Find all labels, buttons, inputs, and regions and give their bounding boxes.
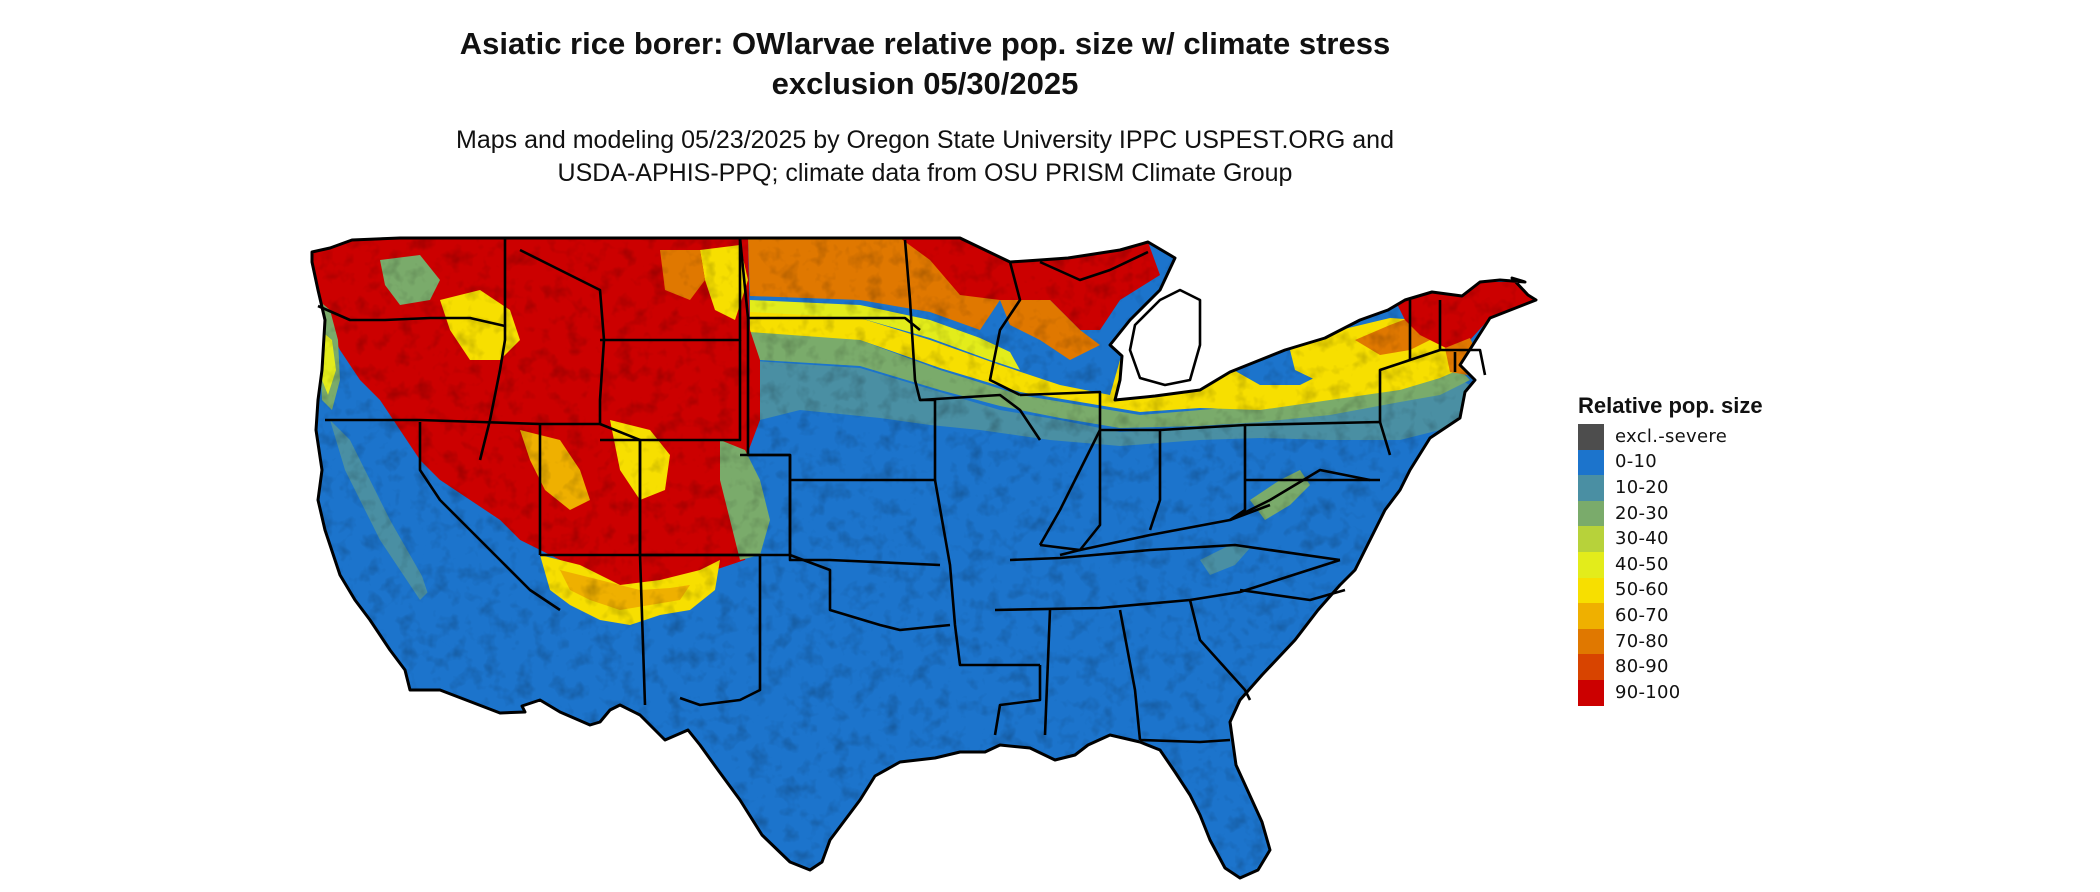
border-ma <box>1440 348 1487 376</box>
map-subtitle-line-2: USDA-APHIS-PPQ; climate data from OSU PR… <box>557 159 1293 187</box>
border-mo-ar <box>933 479 1040 667</box>
legend-item: 10-20 <box>1578 475 1878 501</box>
border-wy-ne <box>600 340 742 442</box>
legend-items: excl.-severe 0-10 10-20 20-30 30-40 40-50 50-6… <box>1578 424 1878 706</box>
legend-swatch <box>1578 551 1604 578</box>
map-subtitle: Maps and modeling 05/23/2025 by Oregon S… <box>355 124 1495 190</box>
border-ia <box>919 393 1042 441</box>
border-ok <box>789 553 951 632</box>
legend-label: 10-20 <box>1615 476 1669 498</box>
border-il <box>1019 390 1102 546</box>
zone-60-70-michigan <box>1130 320 1200 385</box>
state-borders <box>317 237 1487 744</box>
legend-item: 60-70 <box>1578 603 1878 629</box>
border-nm-tx <box>679 555 762 707</box>
border-wv-va <box>1229 468 1371 522</box>
us-map <box>300 220 1570 892</box>
border-id-mt <box>519 248 606 424</box>
legend-item: excl.-severe <box>1578 424 1878 450</box>
border-michigan-upper <box>1039 250 1149 282</box>
legend-item: 70-80 <box>1578 628 1878 655</box>
legend: Relative pop. size excl.-severe 0-10 10-20… <box>1578 392 1878 706</box>
legend-label: 50-60 <box>1615 579 1669 601</box>
border-or-ca-nv-id <box>325 418 600 426</box>
legend-label: 90-100 <box>1615 681 1681 703</box>
map-title: Asiatic rice borer: OWlarvae relative po… <box>355 24 1495 104</box>
legend-swatch <box>1578 654 1604 680</box>
border-la-ms <box>993 665 1042 736</box>
legend-label: excl.-severe <box>1615 425 1728 447</box>
legend-label: 30-40 <box>1615 528 1669 550</box>
border-sd-ne-ks <box>746 318 937 482</box>
border-ga-sc <box>1188 599 1252 701</box>
legend-swatch <box>1578 577 1604 604</box>
legend-swatch <box>1578 603 1604 629</box>
border-wa-or <box>317 304 506 328</box>
legend-swatch <box>1578 475 1604 501</box>
legend-swatch <box>1578 526 1604 552</box>
border-ky-north <box>1039 503 1271 552</box>
legend-title: Relative pop. size <box>1578 393 1763 418</box>
legend-item: 40-50 <box>1578 551 1878 578</box>
legend-item: 20-30 <box>1578 500 1878 527</box>
legend-swatch <box>1578 449 1604 476</box>
legend-label: 80-90 <box>1615 656 1669 678</box>
border-ca-nv <box>418 422 561 612</box>
border-nc-sc <box>1239 588 1346 602</box>
border-wi-mn <box>988 261 1022 397</box>
map-subtitle-line-1: Maps and modeling 05/23/2025 by Oregon S… <box>456 126 1394 154</box>
us-map-svg <box>310 236 1538 880</box>
map-title-line-1: Asiatic rice borer: OWlarvae relative po… <box>459 26 1391 61</box>
border-michigan-lower <box>1128 288 1202 387</box>
border-ks <box>788 480 941 567</box>
legend-item: 0-10 <box>1578 449 1878 476</box>
border-in-west <box>1059 430 1102 557</box>
legend-swatch <box>1578 500 1604 527</box>
legend-swatch <box>1578 424 1604 450</box>
border-idaho-west <box>478 238 507 461</box>
map-title-line-2: exclusion 05/30/2025 <box>771 66 1079 101</box>
legend-label: 20-30 <box>1615 502 1669 524</box>
legend-item: 80-90 <box>1578 654 1878 680</box>
legend-label: 70-80 <box>1615 630 1669 652</box>
legend-item: 90-100 <box>1578 679 1878 706</box>
map-texture <box>312 238 1536 878</box>
border-in-oh <box>1100 428 1162 531</box>
border-ny <box>1378 348 1441 422</box>
border-ky-tn <box>1009 543 1341 562</box>
border-ms-al <box>1043 609 1052 736</box>
legend-item: 30-40 <box>1578 526 1878 552</box>
legend-label: 60-70 <box>1615 604 1669 626</box>
legend-label: 0-10 <box>1615 451 1658 473</box>
legend-swatch <box>1578 628 1604 655</box>
legend-item: 50-60 <box>1578 577 1878 604</box>
legend-swatch <box>1578 679 1604 706</box>
border-az-nm <box>638 554 647 706</box>
legend-label: 40-50 <box>1615 553 1669 575</box>
border-fl-north <box>1139 738 1231 744</box>
border-al-ga <box>1118 609 1142 741</box>
